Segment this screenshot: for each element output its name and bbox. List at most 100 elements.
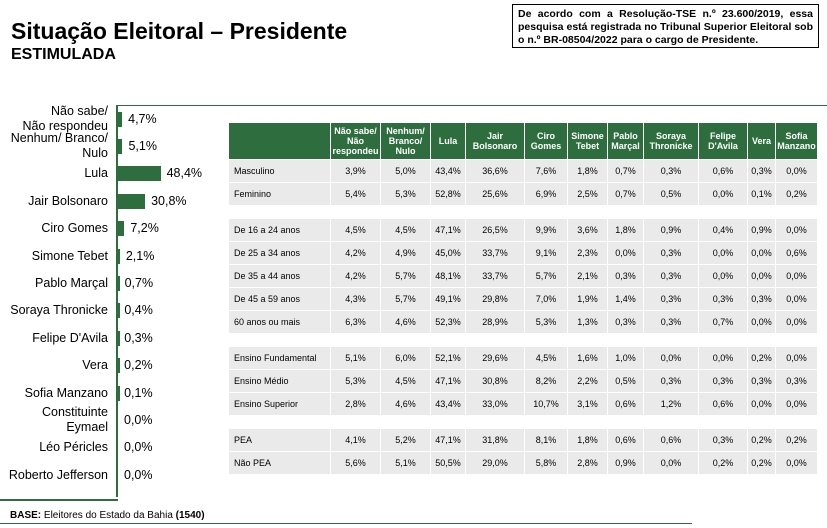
column-header: Pablo Marçal — [608, 123, 643, 159]
column-header-line: Felipe — [709, 131, 736, 141]
table-cell: 1,8% — [608, 219, 643, 241]
table-cell: 9,9% — [525, 219, 567, 241]
table-cell: 45,0% — [431, 242, 465, 264]
bar — [118, 385, 120, 401]
table-cell: 0,0% — [776, 265, 817, 287]
table-cell: 0,9% — [748, 219, 775, 241]
bar-label: Lula — [3, 166, 108, 181]
table-cell: 0,3% — [748, 370, 775, 392]
base-note: BASE: Eleitores do Estado da Bahia (1540… — [10, 510, 205, 521]
table-cell: 1,0% — [608, 347, 643, 369]
bar-label: Pablo Marçal — [3, 276, 108, 291]
bar-label-line: Roberto Jefferson — [8, 467, 108, 482]
table-cell: 3,1% — [568, 393, 607, 415]
table-cell: 0,7% — [608, 160, 643, 182]
table-cell: 0,2% — [776, 183, 817, 205]
bar-value: 4,7% — [128, 111, 157, 126]
table-cell: 2,8% — [331, 393, 380, 415]
group-spacer — [229, 416, 817, 428]
table-cell: 29,0% — [466, 452, 524, 474]
table-cell: 3,9% — [331, 160, 380, 182]
column-header-line: Manzano — [777, 141, 816, 151]
base-count: (1540) — [175, 510, 205, 521]
bar-label: Jair Bolsonaro — [3, 194, 108, 209]
table-cell: 0,0% — [776, 393, 817, 415]
table-cell: 0,0% — [644, 452, 698, 474]
table-cell: 4,5% — [381, 370, 430, 392]
table-cell: 0,0% — [699, 347, 747, 369]
table-cell: 48,1% — [431, 265, 465, 287]
table-cell: 25,6% — [466, 183, 524, 205]
table-cell: 0,2% — [699, 452, 747, 474]
table-cell: 5,2% — [381, 429, 430, 451]
bar-label: Constituinte Eymael — [3, 405, 108, 435]
table-cell: 52,3% — [431, 311, 465, 333]
group-spacer-cell — [229, 334, 817, 346]
table-cell: 0,6% — [644, 429, 698, 451]
column-header-line: Lula — [438, 136, 458, 146]
bottom-rule — [0, 499, 118, 501]
table-cell: 4,5% — [381, 219, 430, 241]
column-header: Felipe D'Avila — [699, 123, 747, 159]
bar-label-line: Vera — [82, 358, 108, 373]
column-header-line: Nulo — [395, 146, 416, 156]
bar-label-line: Sofia Manzano — [24, 385, 108, 400]
bar — [118, 166, 161, 182]
base-text: Eleitores do Estado da Bahia — [41, 510, 176, 521]
table-cell: 0,3% — [748, 288, 775, 310]
table-cell: 0,5% — [644, 183, 698, 205]
column-header-line: Pablo — [613, 131, 638, 141]
table-cell: 5,1% — [381, 452, 430, 474]
table-cell: 9,1% — [525, 242, 567, 264]
row-label: De 45 a 59 anos — [229, 288, 330, 310]
row-label: 60 anos ou mais — [229, 311, 330, 333]
column-header-line: Soraya — [655, 131, 687, 141]
table-cell: 28,9% — [466, 311, 524, 333]
table-cell: 0,2% — [748, 347, 775, 369]
bar-label-line: Ciro Gomes — [41, 221, 108, 236]
table-cell: 2,8% — [568, 452, 607, 474]
table-row: De 25 a 34 anos 4,2% 4,9% 45,0% 33,7% 9,1% 2,3… — [229, 242, 817, 264]
table-cell: 47,1% — [431, 219, 465, 241]
column-header-line: Jair — [486, 131, 503, 141]
bar-label-line: Jair Bolsonaro — [28, 193, 108, 208]
table-cell: 0,6% — [699, 393, 747, 415]
table-cell: 6,9% — [525, 183, 567, 205]
table-cell: 47,1% — [431, 370, 465, 392]
table-cell: 6,0% — [381, 347, 430, 369]
table-cell: 33,7% — [466, 265, 524, 287]
table-cell: 52,8% — [431, 183, 465, 205]
table-cell: 5,3% — [331, 370, 380, 392]
table-cell: 0,4% — [699, 219, 747, 241]
bar-value: 0,1% — [124, 385, 153, 400]
table-row: Não PEA 5,6% 5,1% 50,5% 29,0% 5,8% 2,8% 0,9% 0,0… — [229, 452, 817, 474]
bar-value: 0,4% — [124, 303, 153, 318]
table-cell: 4,6% — [381, 311, 430, 333]
page-title: Situação Eleitoral – Presidente — [11, 18, 348, 44]
table-cell: 0,3% — [644, 311, 698, 333]
table-cell: 0,0% — [699, 242, 747, 264]
bar — [118, 193, 146, 209]
table-cell: 0,3% — [644, 160, 698, 182]
table-cell: 7,6% — [525, 160, 567, 182]
left-divider — [116, 105, 118, 497]
table-cell: 0,0% — [776, 347, 817, 369]
bar-label: Vera — [3, 358, 108, 373]
column-header-line: Thronicke — [649, 141, 693, 151]
bar-label-line: Lula — [84, 166, 108, 181]
table-cell: 1,3% — [568, 311, 607, 333]
table-cell: 33,7% — [466, 242, 524, 264]
table-row: Ensino Fundamental 5,1% 6,0% 52,1% 29,6% 4,5%… — [229, 347, 817, 369]
table-cell: 0,7% — [608, 183, 643, 205]
row-label: Ensino Fundamental — [229, 347, 330, 369]
row-label: Ensino Médio — [229, 370, 330, 392]
bar-label: Felipe D'Avila — [3, 331, 108, 346]
table-cell: 47,1% — [431, 429, 465, 451]
table-cell: 0,2% — [748, 452, 775, 474]
group-spacer — [229, 334, 817, 346]
column-header: Simone Tebet — [568, 123, 607, 159]
table-row: De 45 a 59 anos 4,3% 5,7% 49,1% 29,8% 7,0% 1,9… — [229, 288, 817, 310]
table-cell: 36,6% — [466, 160, 524, 182]
column-header-line: Nenhum/ — [386, 126, 425, 136]
bar-label-line: Não sabe/ — [51, 104, 108, 118]
